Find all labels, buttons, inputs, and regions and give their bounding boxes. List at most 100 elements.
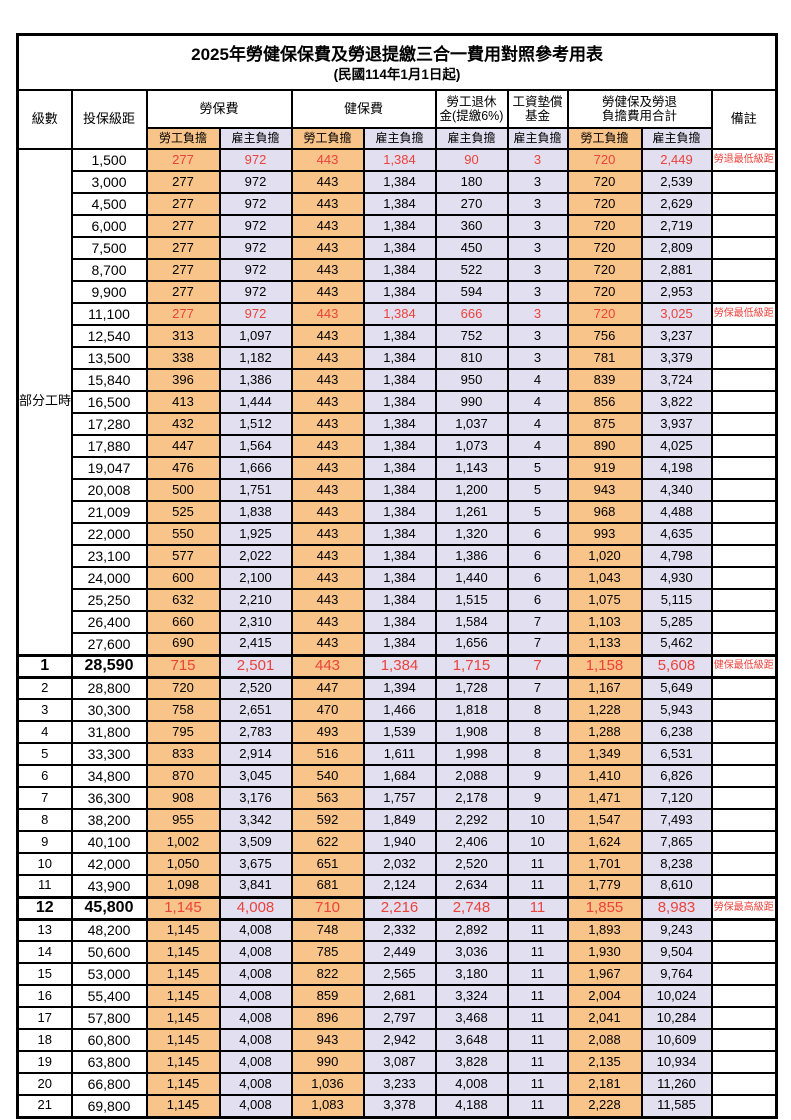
cell-labor-employee: 870 (145, 764, 221, 788)
cell-pension-employer: 1,515 (434, 588, 509, 612)
cell-pension-employer: 3,828 (434, 1050, 509, 1074)
cell-labor-employer: 1,512 (218, 412, 293, 436)
cell-health-employee: 1,083 (290, 1094, 365, 1118)
cell-total-employee: 1,855 (566, 895, 643, 921)
cell-labor-employee: 1,145 (145, 895, 221, 921)
cell-bracket: 34,800 (70, 764, 148, 788)
cell-pension-employer: 360 (434, 214, 509, 238)
cell-pension-employer: 1,908 (434, 720, 509, 744)
cell-wage-fund-employer: 4 (506, 368, 569, 392)
cell-remark (710, 236, 778, 260)
cell-total-employee: 1,228 (566, 698, 643, 722)
cell-health-employer: 1,384 (362, 500, 437, 524)
cell-total-employee: 1,701 (566, 852, 643, 876)
cell-pension-employer: 450 (434, 236, 509, 260)
cell-wage-fund-employer: 7 (506, 676, 569, 700)
cell-total-employee: 1,288 (566, 720, 643, 744)
cell-pension-employer: 4,188 (434, 1094, 509, 1118)
table-row: 7,500 277 972 443 1,384 450 3 720 2,809 (18, 236, 778, 260)
cell-labor-employer: 1,444 (218, 390, 293, 414)
table-row: 26,400 660 2,310 443 1,384 1,584 7 1,103 5,285 (18, 610, 778, 634)
cell-level: 13 (16, 918, 73, 942)
cell-labor-employer: 972 (218, 214, 293, 238)
cell-bracket: 55,400 (70, 984, 148, 1008)
cell-pension-employer: 180 (434, 170, 509, 194)
table-row: 9,900 277 972 443 1,384 594 3 720 2,953 (18, 280, 778, 304)
header-group-row: 級數 投保級距 勞保費 健保費 勞工退休 金(提繳6%) 工資墊償 基金 勞健保… (16, 89, 778, 150)
cell-health-employer: 1,384 (362, 346, 437, 370)
cell-wage-fund-employer: 10 (506, 808, 569, 832)
cell-health-employee: 1,036 (290, 1072, 365, 1096)
cell-remark (710, 390, 778, 414)
cell-labor-employer: 2,520 (218, 676, 293, 700)
cell-bracket: 40,100 (70, 830, 148, 854)
cell-remark (710, 500, 778, 524)
cell-total-employer: 4,340 (640, 478, 713, 502)
cell-labor-employer: 972 (218, 280, 293, 304)
table-row: 17 57,800 1,145 4,008 896 2,797 3,468 11 2,041 10… (16, 1006, 778, 1030)
cell-labor-employee: 277 (145, 302, 221, 326)
cell-total-employee: 720 (566, 192, 643, 216)
cell-health-employee: 443 (290, 610, 365, 634)
cell-health-employee: 622 (290, 830, 365, 854)
cell-labor-employee: 1,145 (145, 1072, 221, 1096)
cell-pension-employer: 3,648 (434, 1028, 509, 1052)
cell-pension-employer: 522 (434, 258, 509, 282)
cell-health-employee: 443 (290, 434, 365, 458)
cell-labor-employer: 2,783 (218, 720, 293, 744)
cell-health-employer: 1,384 (362, 566, 437, 590)
cell-total-employee: 1,075 (566, 588, 643, 612)
cell-bracket: 25,250 (70, 588, 148, 612)
cell-wage-fund-employer: 11 (506, 895, 569, 921)
cell-health-employee: 443 (290, 368, 365, 392)
col-header-wage-fund-line2: 基金 (524, 109, 550, 123)
cell-total-employee: 2,041 (566, 1006, 643, 1030)
cell-total-employer: 4,488 (640, 500, 713, 524)
table-row: 10 42,000 1,050 3,675 651 2,032 2,520 11 1,701 8,… (16, 852, 778, 876)
cell-labor-employer: 4,008 (218, 918, 293, 942)
cell-remark: 勞保最高級距 (710, 895, 778, 921)
cell-health-employer: 2,565 (362, 962, 437, 986)
cell-bracket: 57,800 (70, 1006, 148, 1030)
cell-total-employee: 720 (566, 170, 643, 194)
cell-total-employer: 5,115 (640, 588, 713, 612)
cell-labor-employee: 1,145 (145, 1028, 221, 1052)
cell-total-employee: 720 (566, 280, 643, 304)
table-row: 12 45,800 1,145 4,008 710 2,216 2,748 11 1,855 8,… (16, 895, 778, 921)
col-header-wage-fund-line1: 工資墊償 (512, 94, 563, 109)
cell-total-employer: 9,504 (640, 940, 713, 964)
cell-labor-employer: 1,925 (218, 522, 293, 546)
cell-labor-employee: 525 (145, 500, 221, 524)
cell-remark (710, 720, 778, 744)
cell-bracket: 28,590 (70, 653, 148, 679)
cell-bracket: 22,000 (70, 522, 148, 546)
cell-pension-employer: 2,634 (434, 874, 509, 898)
cell-labor-employer: 2,651 (218, 698, 293, 722)
cell-labor-employer: 1,666 (218, 456, 293, 480)
cell-labor-employee: 908 (145, 786, 221, 810)
cell-health-employer: 2,681 (362, 984, 437, 1008)
cell-remark (710, 1006, 778, 1030)
cell-total-employee: 2,088 (566, 1028, 643, 1052)
cell-health-employee: 443 (290, 478, 365, 502)
table-row: 24,000 600 2,100 443 1,384 1,440 6 1,043 4,930 (18, 566, 778, 590)
cell-labor-employer: 3,045 (218, 764, 293, 788)
cell-labor-employee: 833 (145, 742, 221, 766)
cell-level: 11 (16, 874, 73, 898)
cell-pension-employer: 1,656 (434, 632, 509, 656)
cell-bracket: 13,500 (70, 346, 148, 370)
cell-labor-employee: 1,145 (145, 1050, 221, 1074)
cell-labor-employee: 313 (145, 324, 221, 348)
cell-total-employee: 2,181 (566, 1072, 643, 1096)
cell-wage-fund-employer: 9 (506, 786, 569, 810)
cell-total-employer: 10,284 (640, 1006, 713, 1030)
cell-bracket: 11,100 (70, 302, 148, 326)
cell-labor-employee: 338 (145, 346, 221, 370)
cell-wage-fund-employer: 3 (506, 192, 569, 216)
cell-total-employer: 3,937 (640, 412, 713, 436)
cell-health-employer: 1,539 (362, 720, 437, 744)
cell-total-employer: 7,493 (640, 808, 713, 832)
cell-pension-employer: 2,406 (434, 830, 509, 854)
cell-health-employer: 1,384 (362, 434, 437, 458)
cell-pension-employer: 594 (434, 280, 509, 304)
